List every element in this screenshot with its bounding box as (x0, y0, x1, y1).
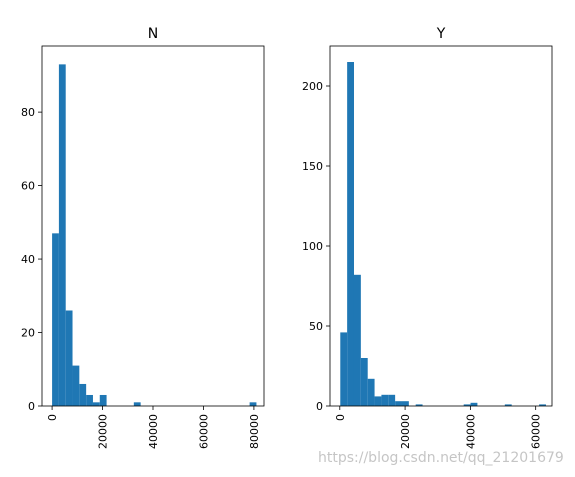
histogram-bar (347, 62, 354, 406)
x-tick-label: 60000 (197, 414, 210, 449)
histogram-bar (133, 402, 141, 406)
y-tick-label: 60 (21, 180, 35, 193)
histogram-bar (374, 396, 382, 406)
x-tick-label: 0 (46, 414, 59, 421)
histogram-bar (415, 404, 423, 406)
histogram-bar (381, 394, 389, 406)
x-tick-label: 20000 (97, 414, 110, 449)
axes-frame (41, 45, 265, 407)
histogram-bar (92, 402, 100, 406)
x-tick-label: 40000 (464, 414, 477, 449)
histogram-panel-y: 0 50 100 150 200 0 20000 40000 60000 Y (302, 26, 553, 449)
histogram-bar (340, 332, 348, 406)
histogram-bar (249, 402, 257, 406)
histogram-bar (79, 383, 87, 406)
watermark-text: https://blog.csdn.net/qq_21201679 (318, 450, 564, 466)
histogram-bar (86, 394, 93, 406)
y-tick-label: 80 (21, 106, 35, 119)
histogram-bar (539, 404, 546, 406)
histogram-panel-n: 0 20 40 60 80 0 20000 40000 60000 80000 N (21, 26, 265, 449)
x-tick-label: 20000 (399, 414, 412, 449)
panel-title: Y (436, 26, 446, 42)
axes-frame (329, 45, 553, 407)
histogram-bar (72, 365, 80, 406)
histogram-bar (463, 404, 471, 406)
y-tick-label: 40 (21, 253, 35, 266)
y-tick-label: 20 (21, 327, 35, 340)
histogram-bar (395, 401, 402, 406)
histogram-bar (52, 233, 59, 406)
histogram-bar (401, 401, 409, 406)
histogram-bar (353, 274, 361, 406)
histogram-bar (99, 394, 107, 406)
panel-title: N (148, 26, 158, 42)
histogram-bar (470, 402, 478, 406)
histogram-bar (367, 378, 375, 406)
histogram-bar (360, 358, 368, 406)
histogram-bar (504, 404, 512, 406)
y-tick-label: 100 (302, 240, 323, 253)
histogram-bar (388, 394, 396, 406)
y-tick-label: 0 (28, 400, 35, 413)
x-tick-label: 80000 (248, 414, 261, 449)
y-tick-label: 150 (302, 160, 323, 173)
x-tick-label: 60000 (530, 414, 543, 449)
histogram-bar (65, 310, 73, 406)
histogram-bar (58, 64, 66, 407)
y-tick-label: 200 (302, 80, 323, 93)
y-tick-label: 50 (309, 320, 323, 333)
x-tick-label: 0 (334, 414, 347, 421)
x-tick-label: 40000 (147, 414, 160, 449)
y-tick-label: 0 (316, 400, 323, 413)
